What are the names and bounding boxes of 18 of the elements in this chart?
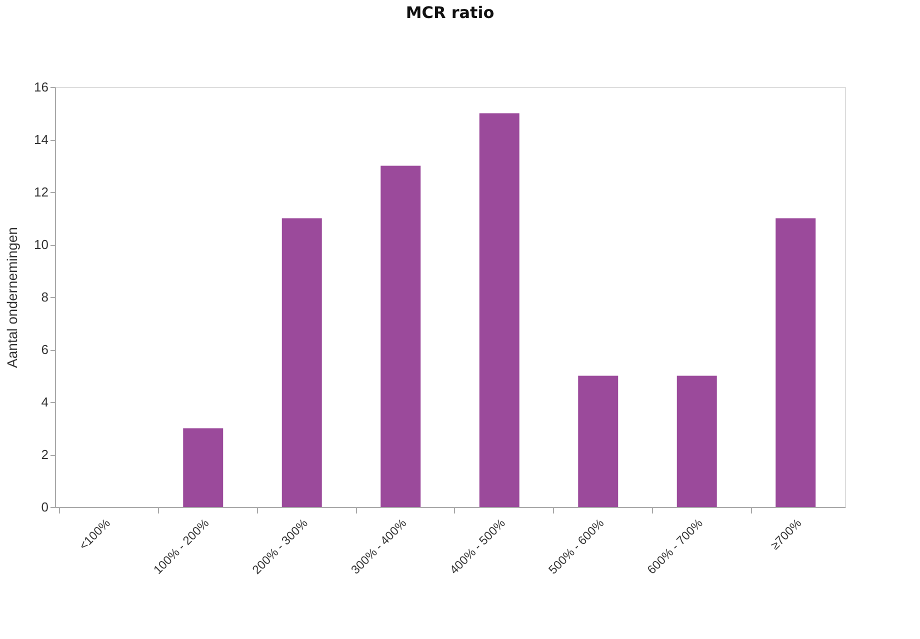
bar [479, 113, 520, 507]
y-tick-label: 6 [41, 342, 48, 357]
bar [776, 218, 816, 507]
y-tick-label: 2 [41, 447, 48, 462]
bar [282, 218, 322, 507]
bar [676, 376, 717, 507]
y-tick-label: 4 [41, 394, 48, 410]
bar [578, 376, 618, 507]
y-tick-label: 16 [34, 80, 48, 94]
bar [183, 428, 224, 507]
y-tick-label: 0 [41, 500, 48, 514]
chart-title: MCR ratio [406, 3, 494, 22]
y-tick-label: 10 [34, 237, 48, 252]
y-tick-label: 12 [34, 184, 48, 200]
y-axis-title: Aantal ondernemingen [4, 227, 20, 368]
y-tick-label: 14 [34, 132, 48, 147]
y-tick-label: 8 [41, 290, 48, 304]
bar [380, 166, 421, 507]
